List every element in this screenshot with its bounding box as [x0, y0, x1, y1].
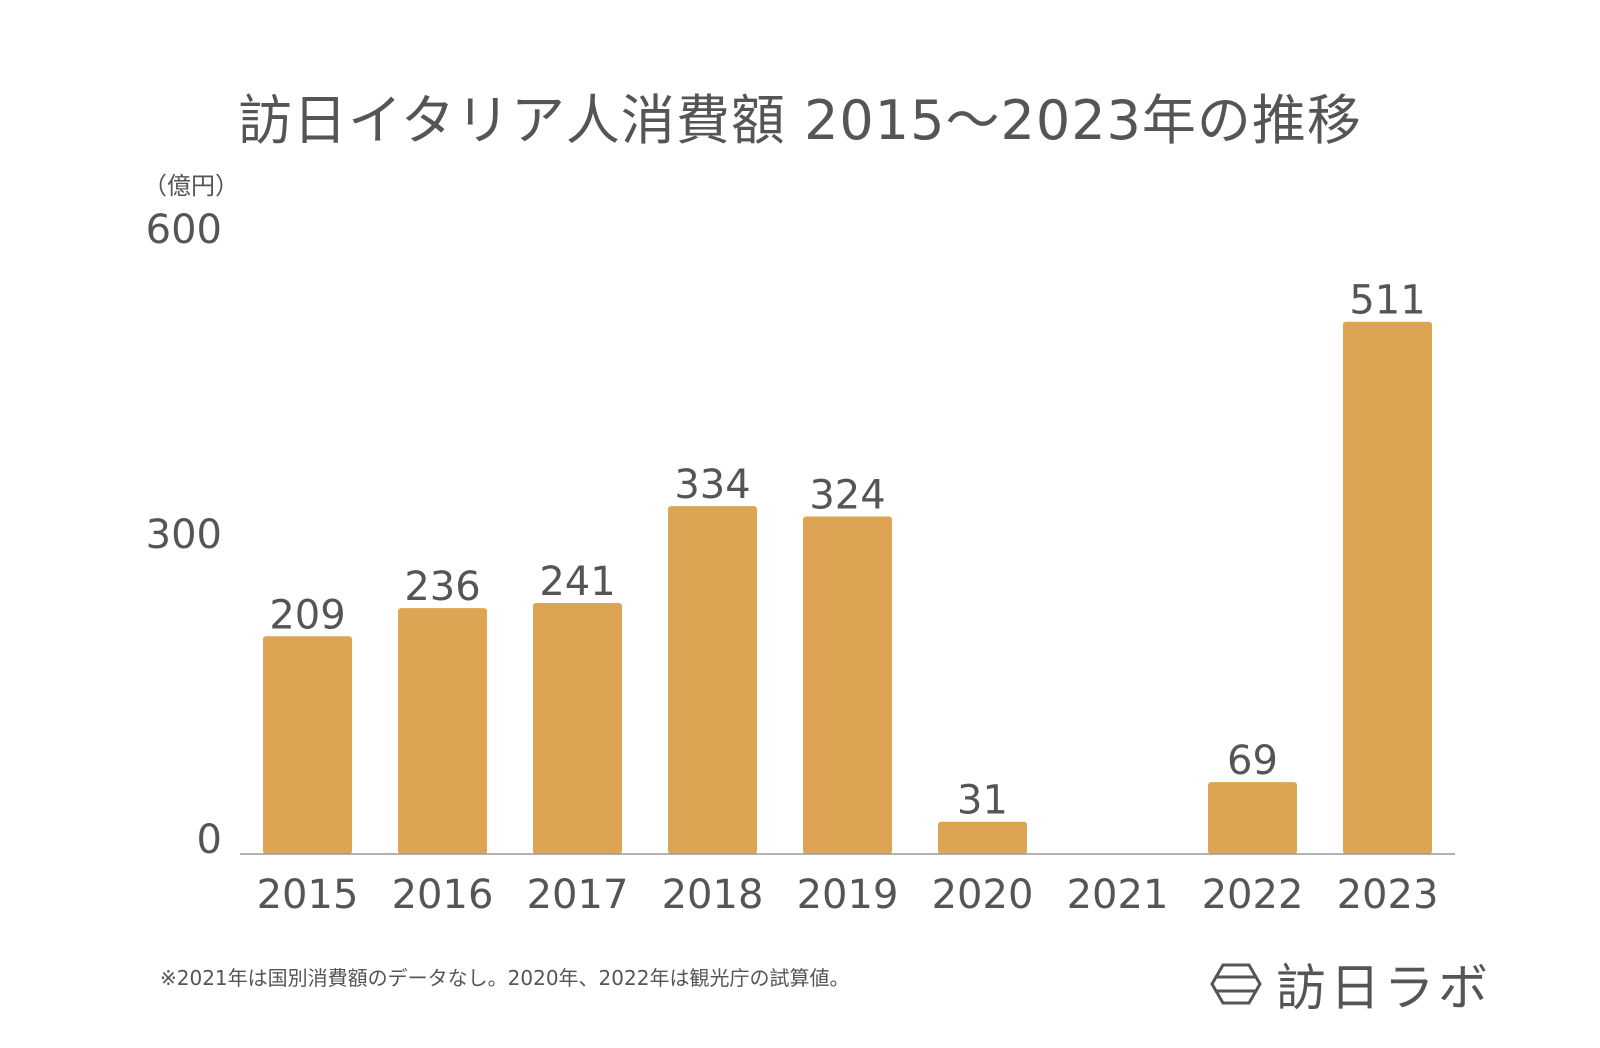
brand-name: 訪日ラボ [1276, 959, 1492, 1017]
x-tick-2021: 2021 [1067, 872, 1169, 918]
x-tick-2020: 2020 [932, 872, 1034, 918]
bar-2017 [533, 602, 622, 854]
brand-logo: 訪日ラボ [1210, 948, 1492, 1020]
bar-2022 [1208, 782, 1297, 854]
x-tick-2015: 2015 [257, 872, 359, 918]
data-label-2022: 69 [1227, 738, 1278, 784]
data-label-2015: 209 [269, 592, 345, 638]
data-label-2019: 324 [809, 473, 885, 519]
x-tick-2023: 2023 [1337, 872, 1439, 918]
bar-2023 [1343, 321, 1432, 854]
hexagon-logo-icon [1210, 963, 1262, 1005]
x-tick-2018: 2018 [662, 872, 764, 918]
data-label-2018: 334 [674, 462, 750, 508]
y-tick-300: 300 [145, 512, 222, 558]
x-tick-2016: 2016 [392, 872, 494, 918]
bars-group [263, 321, 1432, 854]
y-axis-unit: （億円） [143, 172, 239, 200]
footnote: ※2021年は国別消費額のデータなし。2020年、2022年は観光庁の試算値。 [160, 966, 850, 990]
labels-group: 209 2015 236 2016 241 2017 334 2018 324 2019 31 202… [257, 278, 1439, 918]
x-tick-2022: 2022 [1202, 872, 1304, 918]
data-label-2023: 511 [1349, 278, 1425, 324]
bar-2020 [938, 821, 1027, 854]
x-tick-2017: 2017 [527, 872, 629, 918]
data-label-2017: 241 [539, 559, 615, 605]
data-label-2020: 31 [957, 778, 1008, 824]
y-tick-600: 600 [145, 207, 222, 253]
data-label-2016: 236 [404, 564, 480, 610]
x-tick-2019: 2019 [797, 872, 899, 918]
bar-2016 [398, 608, 487, 854]
bar-2019 [803, 516, 892, 854]
chart-title: 訪日イタリア人消費額 2015〜2023年の推移 [238, 89, 1362, 152]
bar-2018 [668, 506, 757, 854]
bar-2015 [263, 636, 352, 854]
y-tick-0: 0 [196, 817, 222, 863]
